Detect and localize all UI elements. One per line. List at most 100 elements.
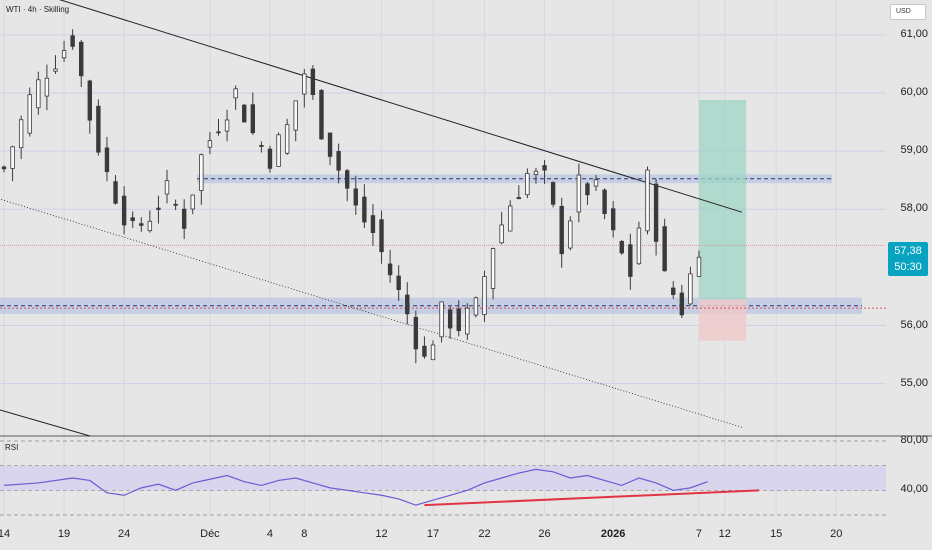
- candle-body: [482, 276, 487, 316]
- candle-body: [147, 220, 153, 232]
- x-tick-label: 24: [117, 528, 131, 540]
- candle-body: [44, 77, 50, 97]
- x-tick-label: 22: [478, 528, 491, 540]
- resistance-zone: [0, 297, 862, 314]
- candle-body: [593, 179, 599, 187]
- x-tick-label: 7: [695, 528, 703, 540]
- candle-body: [276, 134, 281, 167]
- candle-body: [156, 207, 161, 210]
- candle-body: [302, 73, 307, 95]
- candle-body: [516, 197, 521, 200]
- last-price-value: 57,38: [894, 245, 922, 257]
- candle-body: [242, 104, 247, 123]
- candle-body: [499, 224, 504, 244]
- x-tick-label: 20: [830, 528, 843, 540]
- candle-body: [121, 195, 127, 226]
- lower-trendline: [0, 409, 91, 437]
- y-tick-label: 55,00: [900, 376, 928, 389]
- x-tick-label: 26: [538, 528, 551, 540]
- candle-body: [27, 94, 32, 134]
- rsi-title: RSI: [5, 443, 19, 452]
- candle-body: [61, 50, 67, 59]
- candle-body: [379, 219, 384, 253]
- candle-body: [696, 256, 702, 277]
- candle-body: [602, 189, 607, 215]
- x-tick-label: 14: [0, 528, 11, 540]
- candle-body: [224, 119, 230, 132]
- candle-body: [413, 316, 419, 350]
- candle-body: [53, 68, 58, 72]
- x-tick-label: 12: [718, 528, 731, 540]
- candle-body: [628, 244, 633, 277]
- y-tick-label: 56,00: [900, 318, 928, 331]
- candle-body: [422, 345, 427, 357]
- candle-body: [18, 119, 24, 149]
- symbol-title[interactable]: WTI · 4h · Skilling: [6, 5, 70, 14]
- x-tick-label: Déc: [200, 528, 220, 540]
- candle-body: [370, 215, 376, 233]
- bar-countdown: 50:30: [894, 261, 922, 273]
- x-tick-label: 19: [57, 528, 71, 540]
- candle-body: [550, 182, 556, 205]
- y-tick-label: 59,00: [900, 144, 928, 157]
- candle-body: [284, 124, 290, 154]
- candle-body: [653, 183, 659, 242]
- candle-body: [396, 275, 401, 290]
- currency-button[interactable]: USD: [890, 4, 926, 20]
- candle-body: [96, 105, 101, 153]
- target-box: [698, 99, 747, 300]
- candle-body: [190, 194, 195, 210]
- candle-body: [70, 35, 75, 47]
- candle-body: [405, 294, 410, 315]
- candle-body: [568, 220, 573, 249]
- candle-body: [645, 169, 650, 232]
- rsi-level-label: 80,00: [900, 434, 928, 446]
- candle-body: [362, 196, 367, 223]
- candle-body: [233, 88, 238, 99]
- candle-body: [130, 217, 135, 222]
- last-price-tag: 57,38 50:30: [888, 242, 928, 276]
- candle-body: [87, 80, 92, 121]
- candle-body: [465, 307, 470, 335]
- candle-body: [113, 181, 118, 204]
- channel-trendline: [59, 0, 743, 213]
- candle-body: [447, 309, 453, 329]
- candle-body: [456, 308, 461, 332]
- candle-body: [559, 205, 564, 255]
- candle-body: [181, 208, 187, 229]
- candle-body: [508, 205, 513, 232]
- x-tick-label: 8: [301, 528, 308, 540]
- candle-body: [473, 297, 479, 316]
- candle-body: [636, 227, 642, 265]
- candle-body: [662, 226, 667, 272]
- x-tick-label: 2026: [600, 528, 626, 540]
- channel-trendline: [0, 198, 742, 428]
- candle-body: [1, 166, 7, 170]
- candle-body: [293, 100, 298, 131]
- candle-body: [430, 344, 436, 361]
- candle-body: [259, 145, 264, 147]
- candle-body: [336, 151, 341, 171]
- rsi-band: [0, 465, 886, 491]
- candle-body: [533, 170, 539, 176]
- candle-body: [688, 273, 693, 305]
- x-tick-label: 17: [426, 528, 440, 540]
- candle-body: [327, 132, 333, 157]
- x-tick-label: 12: [375, 528, 388, 540]
- stop-box: [698, 299, 747, 341]
- rsi-line: [3, 468, 708, 506]
- rsi-level-label: 40,00: [900, 483, 928, 496]
- candle-body: [216, 131, 221, 134]
- candle-body: [671, 287, 676, 295]
- candle-body: [576, 174, 582, 213]
- candle-body: [104, 147, 110, 173]
- candle-body: [310, 68, 316, 96]
- y-tick-label: 60,00: [900, 86, 928, 98]
- candle-body: [490, 248, 496, 289]
- candle-body: [267, 148, 273, 169]
- candle-body: [79, 41, 84, 77]
- x-tick-label: 4: [266, 528, 274, 540]
- y-tick-label: 61,00: [900, 27, 928, 40]
- candle-body: [139, 223, 144, 226]
